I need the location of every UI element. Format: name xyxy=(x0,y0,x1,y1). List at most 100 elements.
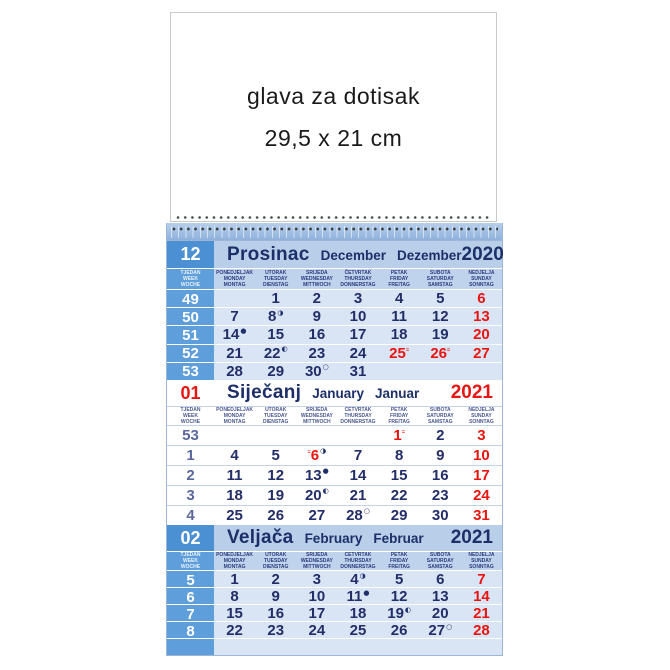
month-number: 01 xyxy=(180,382,201,403)
weekday-cell: SRIJEDA WEDNESDAY MITTWOCH xyxy=(296,552,337,570)
weekday-line: DIENSTAG xyxy=(262,419,289,425)
day-number: 24 xyxy=(308,622,326,639)
day-number: 18 xyxy=(226,486,243,504)
weekday-line: NEDJELJA xyxy=(468,269,495,276)
day-number: 27 xyxy=(428,622,446,639)
day-cell: 16 xyxy=(296,326,337,344)
day-number: 17 xyxy=(308,605,326,622)
day-cell: 8◑ xyxy=(255,308,296,326)
weekday-line: SUBOTA xyxy=(429,552,451,558)
day-number: 5 xyxy=(436,290,445,307)
day-cell: 30○ xyxy=(296,363,337,381)
weekday-line: SATURDAY xyxy=(426,557,454,564)
day-cell: 9 xyxy=(296,308,337,326)
weekday-header-row: TJEDAN WEEK WOCHE PONEDJELJAK MONDAY MONTAG UT… xyxy=(167,551,502,570)
day-cell: 11 xyxy=(379,308,420,326)
day-cell: 11 xyxy=(214,467,255,485)
day-cell: 28 xyxy=(461,622,502,640)
weekday-cell: SRIJEDA WEDNESDAY MITTWOCH xyxy=(296,407,337,425)
weekday-line: MONTAG xyxy=(223,419,246,425)
weekday-line: UTORAK xyxy=(265,407,287,413)
weekday-line: MITTWOCH xyxy=(303,564,331,570)
day-number: 19 xyxy=(431,326,449,344)
day-number: 19 xyxy=(267,486,285,504)
perforation-holes xyxy=(175,215,492,220)
day-number: 25 xyxy=(349,622,367,639)
day-cell: 21 xyxy=(461,605,502,623)
day-cell: 19 xyxy=(420,326,461,344)
day-number: 12 xyxy=(267,466,285,484)
custom-print-header: glava za dotisak 29,5 x 21 cm xyxy=(170,12,497,222)
week-row: 50 7 8◑ 9 10 11 12 13 xyxy=(167,307,502,327)
week-label-line: WEEK xyxy=(183,557,198,564)
day-cell: =6◑ xyxy=(296,447,337,465)
day-cell: 17 xyxy=(296,605,337,623)
weekday-line: SUNDAY xyxy=(471,275,492,282)
day-number: 26 xyxy=(430,344,447,362)
day-number: 12 xyxy=(431,308,449,326)
month-name-de: Dezember xyxy=(396,247,462,263)
day-cell: 31 xyxy=(337,363,378,381)
weekday-line: THURSDAY xyxy=(344,557,372,564)
day-number: 1 xyxy=(271,290,280,307)
week-label-cell: TJEDAN WEEK WOCHE xyxy=(167,552,214,570)
day-number: 21 xyxy=(226,344,243,362)
day-number: 6 xyxy=(310,446,320,464)
day-number: 14 xyxy=(222,326,240,344)
month-header: 02 Veljača February Februar 2021 xyxy=(167,525,502,551)
week-label-line: TJEDAN xyxy=(180,552,201,558)
month-names: Veljača February Februar xyxy=(214,527,424,549)
weekday-line: SRIJEDA xyxy=(306,407,328,413)
week-number: 7 xyxy=(167,605,214,623)
day-cell: 27 xyxy=(461,345,502,363)
day-number: 3 xyxy=(477,426,486,444)
day-cell: 13 xyxy=(420,588,461,606)
week-row: 8 22 23 24 25 26 27○ 28 xyxy=(167,621,502,640)
day-cell: 15 xyxy=(379,467,420,485)
week-row: 49 1 2 3 4 5 6 xyxy=(167,289,502,308)
weekday-line: MITTWOCH xyxy=(303,282,331,289)
week-number: 3 xyxy=(186,487,195,504)
day-number: 25 xyxy=(389,344,406,362)
weekday-line: MITTWOCH xyxy=(303,419,331,425)
day-cell: 22 xyxy=(379,487,420,505)
weekday-line: SUNDAY xyxy=(471,557,492,564)
day-number: 23 xyxy=(308,344,326,362)
day-cell: 25 xyxy=(337,622,378,640)
day-cell: 11● xyxy=(337,588,378,606)
day-number: 31 xyxy=(473,506,490,524)
day-number: 14 xyxy=(349,466,367,484)
week-label-line: TJEDAN xyxy=(180,407,201,413)
day-number: 13 xyxy=(431,588,449,605)
day-number: 25 xyxy=(226,506,243,524)
print-area-line2: 29,5 x 21 cm xyxy=(264,124,403,151)
day-cell: 19◐ xyxy=(379,605,420,623)
month-number: 02 xyxy=(167,525,214,551)
day-cell: 23 xyxy=(255,622,296,640)
weekday-cell: ČETVRTAK THURSDAY DONNERSTAG xyxy=(337,269,378,289)
day-number: 13 xyxy=(304,466,322,484)
day-cell: 20 xyxy=(420,605,461,623)
day-number: 1 xyxy=(230,571,239,588)
day-cell: 3 xyxy=(461,427,502,445)
day-cell: 9 xyxy=(420,447,461,465)
weekday-cell: PETAK FRIDAY FREITAG xyxy=(379,407,420,425)
day-number: 30 xyxy=(304,362,322,380)
weekday-cell: SRIJEDA WEDNESDAY MITTWOCH xyxy=(296,269,337,289)
day-number: 15 xyxy=(226,605,243,622)
day-cell: 16 xyxy=(255,605,296,623)
month-header: 01 Siječanj January Januar 2021 xyxy=(167,380,502,406)
day-cell: 22◐ xyxy=(255,345,296,363)
day-cell: 17 xyxy=(461,467,502,485)
day-number: 23 xyxy=(267,622,285,639)
month-year: 2021 xyxy=(450,382,493,403)
day-number: 28 xyxy=(226,362,243,380)
day-number: 10 xyxy=(349,308,367,326)
print-area-line1: glava za dotisak xyxy=(247,82,420,109)
day-cell: 14 xyxy=(461,588,502,606)
week-label-line: TJEDAN xyxy=(180,269,201,276)
month-name-en: January xyxy=(312,386,364,401)
weekday-line: PETAK xyxy=(390,407,408,413)
day-cell: 10 xyxy=(337,308,378,326)
